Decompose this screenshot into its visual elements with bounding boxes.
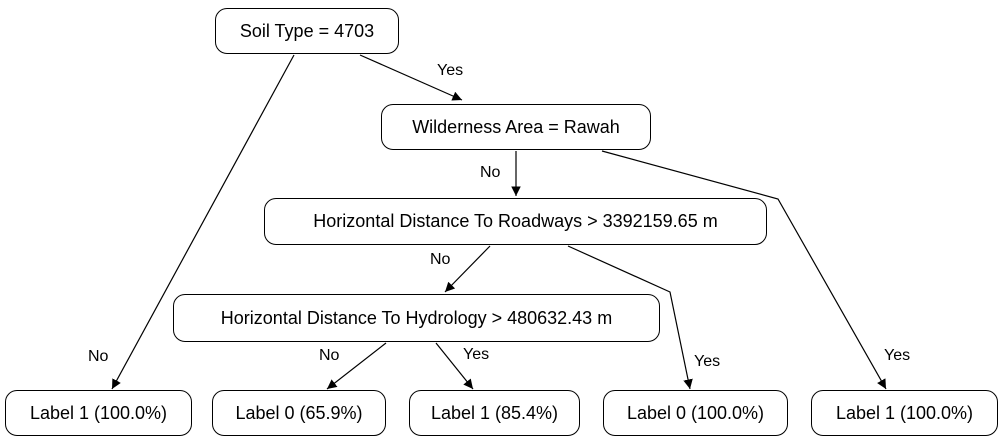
edge-root-wilderness [359, 54, 463, 101]
leaf-node-4: Label 0 (100.0%) [603, 390, 788, 436]
edge-wilderness-leaf5 [601, 150, 887, 390]
leaf-node-5: Label 1 (100.0%) [811, 390, 998, 436]
edge-label-hydrology-leaf2: No [319, 347, 340, 364]
leaf-node-2: Label 0 (65.9%) [212, 390, 386, 436]
edge-label-wilderness-roadways: No [480, 164, 501, 181]
edge-label-roadways-hydrology: No [430, 251, 451, 268]
edge-hydrology-leaf2 [326, 342, 387, 390]
edge-label-roadways-leaf4: Yes [694, 353, 721, 370]
node-hydrology-distance: Horizontal Distance To Hydrology > 48063… [173, 294, 660, 342]
leaf-node-3: Label 1 (85.4%) [409, 390, 580, 436]
node-soil-type: Soil Type = 4703 [215, 8, 399, 54]
edge-label-hydrology-leaf3: Yes [463, 346, 490, 363]
edge-label-root-leaf1: No [88, 348, 109, 365]
edge-label-root-wilderness: Yes [437, 62, 464, 79]
edge-root-leaf1 [111, 54, 295, 390]
edge-label-wilderness-leaf5: Yes [884, 347, 911, 364]
edge-hydrology-leaf3 [435, 342, 474, 390]
edge-roadways-hydrology [444, 245, 491, 293]
node-wilderness-area: Wilderness Area = Rawah [381, 104, 651, 150]
node-roadways-distance: Horizontal Distance To Roadways > 339215… [264, 198, 767, 245]
leaf-node-1: Label 1 (100.0%) [5, 390, 192, 436]
edge-roadways-leaf4 [567, 245, 693, 390]
